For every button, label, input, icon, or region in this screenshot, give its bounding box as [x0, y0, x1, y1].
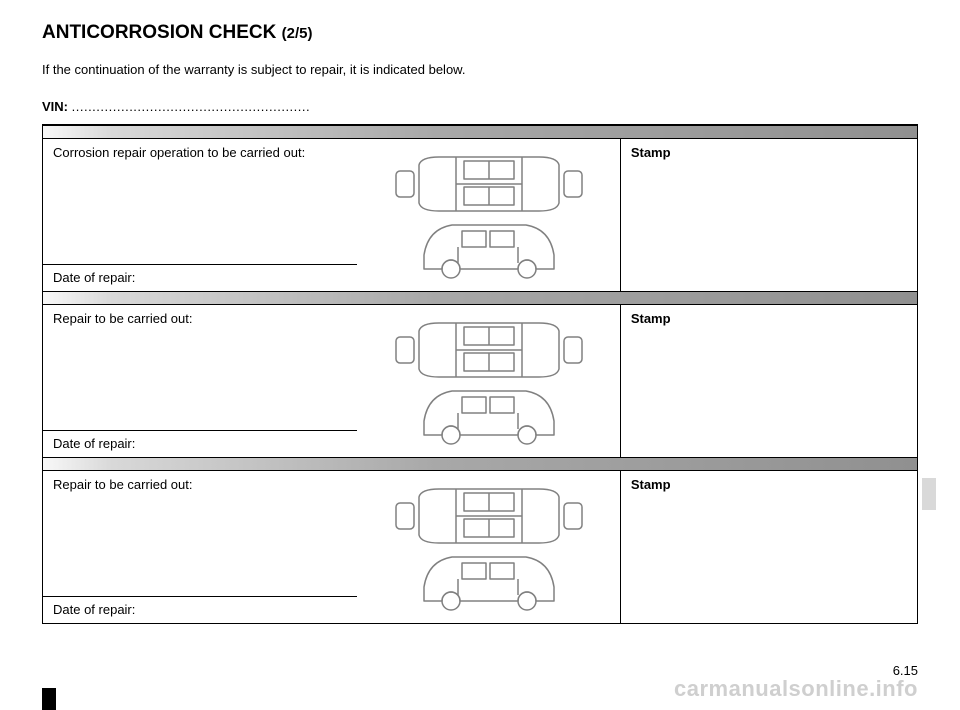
stamp-cell: Stamp [620, 305, 917, 457]
table-row: Repair to be carried out: Date of repair… [43, 305, 917, 457]
left-column: Corrosion repair operation to be carried… [43, 139, 358, 291]
intro-text: If the continuation of the warranty is s… [42, 62, 918, 77]
diagram-cell [358, 305, 620, 457]
anticorrosion-table: Corrosion repair operation to be carried… [42, 124, 918, 624]
separator-bar [43, 125, 917, 139]
title-sub: (2/5) [282, 25, 313, 42]
table-row: Corrosion repair operation to be carried… [43, 139, 917, 291]
vin-line: VIN: ...................................… [42, 99, 918, 114]
stamp-cell: Stamp [620, 139, 917, 291]
vin-dots: ........................................… [72, 99, 311, 114]
car-diagram-icon [384, 151, 594, 279]
table-row: Repair to be carried out: Date of repair… [43, 471, 917, 623]
title-main: ANTICORROSION CHECK [42, 22, 282, 43]
side-tab-icon [922, 478, 936, 510]
date-label: Date of repair: [43, 265, 357, 291]
car-diagram-icon [384, 317, 594, 445]
date-label: Date of repair: [43, 597, 357, 623]
date-label: Date of repair: [43, 431, 357, 457]
stamp-cell: Stamp [620, 471, 917, 623]
repair-label: Repair to be carried out: [43, 471, 357, 597]
black-tab-icon [42, 688, 56, 710]
repair-label: Corrosion repair operation to be carried… [43, 139, 357, 265]
separator-bar [43, 457, 917, 471]
vin-label: VIN: [42, 99, 72, 114]
car-diagram-icon [384, 483, 594, 611]
diagram-cell [358, 139, 620, 291]
left-column: Repair to be carried out: Date of repair… [43, 305, 358, 457]
separator-bar [43, 291, 917, 305]
left-column: Repair to be carried out: Date of repair… [43, 471, 358, 623]
page-title: ANTICORROSION CHECK (2/5) [42, 22, 918, 44]
repair-label: Repair to be carried out: [43, 305, 357, 431]
watermark-text: carmanualsonline.info [674, 676, 918, 702]
diagram-cell [358, 471, 620, 623]
